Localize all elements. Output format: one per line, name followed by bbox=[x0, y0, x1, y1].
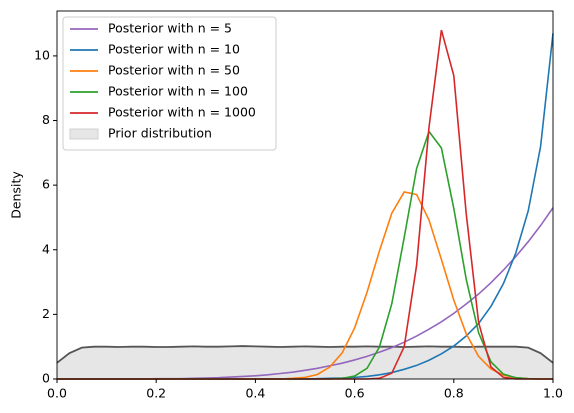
y-tick-label: 2 bbox=[42, 306, 50, 321]
x-tick-label: 0.6 bbox=[345, 386, 365, 401]
x-tick-label: 0.4 bbox=[245, 386, 265, 401]
x-tick-label: 0.2 bbox=[146, 386, 166, 401]
x-tick-label: 0.8 bbox=[444, 386, 464, 401]
axes-frame bbox=[56, 10, 554, 380]
legend-label: Posterior with n = 100 bbox=[108, 84, 248, 99]
legend-label: Prior distribution bbox=[108, 126, 212, 141]
y-tick-label: 0 bbox=[42, 371, 50, 386]
y-axis-label: Density bbox=[9, 171, 24, 219]
legend-label: Posterior with n = 50 bbox=[108, 63, 240, 78]
x-tick-label: 0.0 bbox=[47, 386, 67, 401]
prior-area bbox=[57, 346, 553, 379]
legend-label: Posterior with n = 1000 bbox=[108, 105, 256, 120]
y-tick-label: 6 bbox=[42, 177, 50, 192]
legend-swatch bbox=[69, 128, 99, 140]
x-tick-label: 1.0 bbox=[543, 386, 563, 401]
legend-box bbox=[62, 16, 277, 151]
series-line bbox=[57, 129, 553, 380]
y-tick-label: 4 bbox=[42, 241, 50, 256]
legend-label: Posterior with n = 10 bbox=[108, 42, 240, 57]
prior-line bbox=[56, 345, 554, 364]
legend-label: Posterior with n = 5 bbox=[108, 21, 232, 36]
y-tick-label: 10 bbox=[34, 47, 50, 62]
y-tick-label: 8 bbox=[42, 112, 50, 127]
